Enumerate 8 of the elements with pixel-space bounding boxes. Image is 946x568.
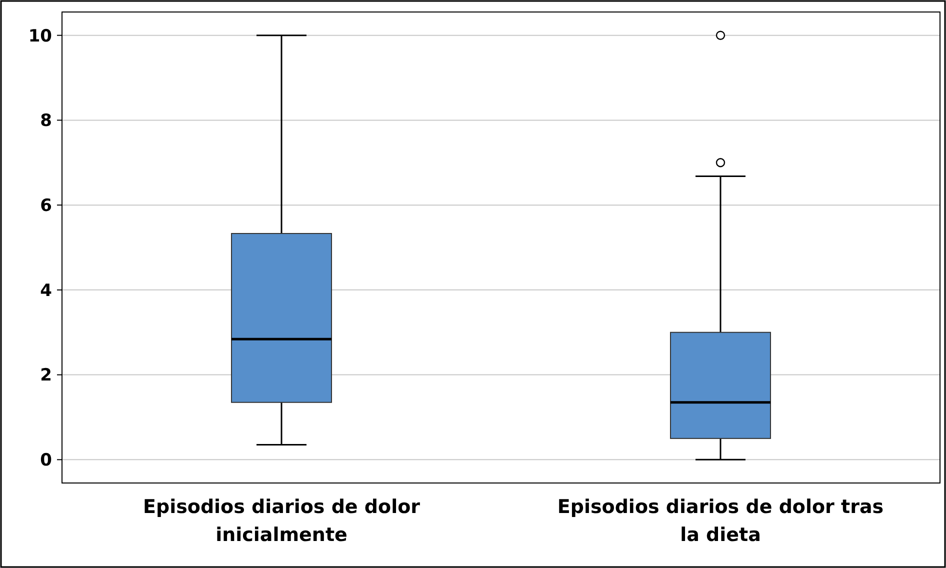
y-tick-label: 2	[40, 366, 52, 386]
y-tick-label: 6	[40, 196, 52, 216]
y-tick-label: 0	[40, 450, 52, 471]
y-tick-label: 8	[40, 111, 52, 132]
y-tick-label: 4	[40, 280, 52, 301]
x-tick-label: Episodios diarios de dolor tras la dieta	[557, 496, 884, 546]
x-tick-label: Episodios diarios de dolor inicialmente	[142, 496, 421, 546]
y-tick-label: 10	[28, 26, 52, 46]
